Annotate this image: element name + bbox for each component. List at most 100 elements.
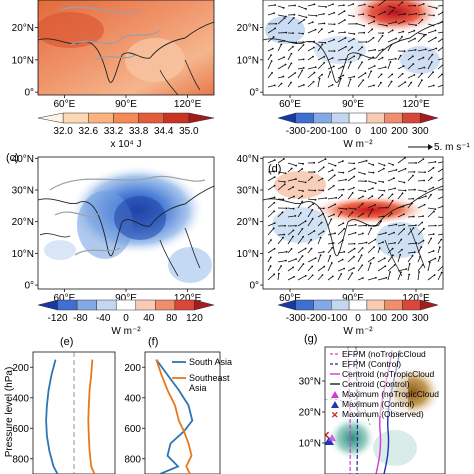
- a-colorbar-tick: 35.0: [179, 126, 199, 137]
- wind-vector: [337, 211, 342, 218]
- wind-vector: [287, 248, 292, 254]
- wind-vector-head: [295, 178, 297, 180]
- wind-vector-head: [374, 204, 376, 206]
- wind-vector: [407, 74, 415, 79]
- wind-vector-head: [311, 274, 314, 277]
- wind-vector-head: [370, 70, 373, 73]
- wind-vector-head: [400, 271, 402, 274]
- wind-vector-head: [322, 189, 325, 192]
- wind-vector: [327, 214, 335, 218]
- wind-vector-head: [342, 65, 344, 68]
- wind-vector-head: [382, 181, 385, 183]
- wind-vector-head: [363, 24, 366, 27]
- c-ytick-label: 30°N: [12, 186, 34, 197]
- wind-vector: [277, 251, 287, 254]
- wind-vector: [267, 228, 275, 236]
- f-series-0: [155, 359, 194, 474]
- a-xtick-label: 120°E: [174, 99, 202, 110]
- wind-vector: [417, 204, 425, 209]
- wind-vector-head: [283, 180, 286, 183]
- wind-vector-head: [304, 181, 307, 184]
- wind-vector: [367, 209, 373, 218]
- wind-vector-head: [322, 212, 325, 215]
- wind-vector-head: [430, 176, 433, 179]
- wind-vector: [417, 272, 420, 281]
- wind-vector: [367, 257, 375, 263]
- wind-vector-head: [399, 253, 402, 256]
- wind-vector-head: [301, 69, 304, 72]
- wind-vector: [387, 10, 393, 16]
- a-colorbar-swatch: [88, 112, 114, 124]
- wind-vector-head: [413, 251, 416, 254]
- wind-vector: [337, 251, 345, 254]
- d-colorbar-swatch: [384, 299, 403, 311]
- wind-vector: [337, 19, 346, 25]
- wind-vector: [287, 258, 297, 263]
- wind-vector-head: [301, 227, 304, 230]
- legend-south-asia: South Asia: [189, 357, 232, 367]
- wind-vector-head: [283, 183, 286, 186]
- wind-vector: [297, 248, 306, 254]
- wind-vector-head: [385, 276, 388, 279]
- wind-vector-head: [389, 271, 391, 273]
- wind-vector: [407, 55, 414, 61]
- wind-vector-head: [332, 184, 335, 187]
- wind-vector-head: [375, 224, 378, 227]
- wind-vector-head: [339, 77, 342, 80]
- b-ytick-label: 10°N: [237, 55, 259, 66]
- legend-centroid-control: Centroid (Control): [342, 379, 410, 389]
- wind-vector: [397, 65, 404, 70]
- wind-vector-head: [372, 187, 374, 190]
- wind-vector: [267, 54, 272, 61]
- wind-vector-head: [391, 73, 394, 76]
- wind-vector-head: [280, 43, 283, 46]
- wind-vector: [367, 49, 376, 52]
- wind-vector-head: [394, 241, 396, 244]
- wind-vector: [427, 211, 435, 218]
- wind-vector-head: [343, 10, 346, 13]
- wind-vector: [287, 186, 294, 191]
- wind-vector: [337, 4, 344, 7]
- b-ytick-label: 0°: [249, 88, 259, 99]
- wind-vector: [287, 196, 295, 200]
- panel-c: (c) 60°E 90°E 120°E 0° 10°N 20°N 30°N 40°N -120…: [6, 152, 215, 337]
- wind-vector-head: [293, 13, 296, 16]
- wind-vector-head: [361, 247, 364, 249]
- d-xtick-label: 90°E: [342, 293, 364, 304]
- wind-vector-head: [401, 72, 404, 75]
- wind-vector-head: [393, 264, 396, 266]
- wind-vector: [337, 268, 345, 272]
- wind-vector: [417, 3, 424, 7]
- wind-vector-head: [323, 55, 326, 58]
- wind-vector: [397, 224, 405, 227]
- wind-vector: [347, 192, 354, 200]
- wind-vector: [437, 37, 443, 43]
- c-colorbar-tick: 80: [166, 313, 178, 324]
- wind-vector-head: [430, 237, 433, 240]
- wind-vector: [297, 180, 306, 183]
- c-xtick-label: 120°E: [174, 293, 202, 304]
- wind-vector-head: [391, 193, 394, 196]
- wind-vector: [267, 36, 274, 43]
- wind-vector: [317, 197, 327, 200]
- panel-d-wind-vectors: [267, 157, 443, 281]
- d-ytick-label: 0°: [249, 281, 259, 292]
- wind-vector: [387, 38, 397, 43]
- wind-vector: [347, 224, 356, 227]
- wind-vector: [317, 158, 326, 164]
- wind-vector: [267, 4, 276, 7]
- c-xtick-label: 90°E: [115, 293, 137, 304]
- wind-vector: [377, 215, 384, 218]
- wind-vector: [307, 218, 313, 227]
- wind-vector: [427, 48, 437, 52]
- wind-vector-head: [354, 231, 357, 234]
- wind-vector-head: [432, 71, 434, 74]
- wind-vector-head: [270, 54, 272, 57]
- wind-vector: [287, 17, 295, 25]
- wind-vector: [327, 39, 335, 43]
- wind-vector-head: [315, 14, 318, 17]
- e-ytick-label: 800: [12, 454, 29, 465]
- wind-vector-head: [435, 7, 438, 10]
- d-colorbar-swatch: [295, 299, 314, 311]
- wind-vector: [347, 248, 355, 254]
